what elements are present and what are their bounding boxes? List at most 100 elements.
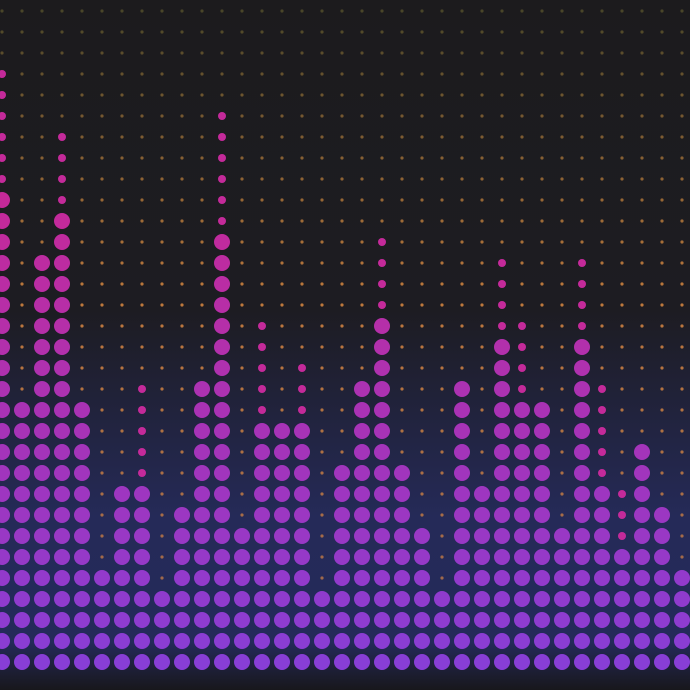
level-dot <box>194 591 210 607</box>
level-dot <box>214 570 230 586</box>
level-dot <box>214 465 230 481</box>
grid-dot <box>420 429 424 433</box>
level-dot <box>574 570 590 586</box>
grid-dot <box>280 114 284 118</box>
grid-dot <box>440 156 444 160</box>
grid-dot <box>640 324 644 328</box>
grid-dot <box>320 72 324 76</box>
level-dot <box>374 423 390 439</box>
level-dot <box>254 423 270 439</box>
level-dot <box>194 381 210 397</box>
level-dot <box>174 633 190 649</box>
grid-dot <box>320 366 324 370</box>
peak-dot <box>378 301 386 309</box>
grid-dot <box>360 261 364 265</box>
level-dot <box>294 423 310 439</box>
level-dot <box>194 402 210 418</box>
peak-dot <box>58 133 66 141</box>
level-dot <box>614 591 630 607</box>
peak-dot <box>498 301 506 309</box>
grid-dot <box>480 282 484 286</box>
grid-dot <box>660 366 664 370</box>
level-dot <box>194 633 210 649</box>
grid-dot <box>360 198 364 202</box>
peak-dot <box>0 70 6 78</box>
column <box>414 9 430 670</box>
grid-dot <box>380 30 384 34</box>
level-dot <box>374 318 390 334</box>
grid-dot <box>660 198 664 202</box>
peak-dot <box>298 364 306 372</box>
level-dot <box>0 549 10 565</box>
grid-dot <box>40 9 44 13</box>
column <box>654 9 670 670</box>
grid-dot <box>620 261 624 265</box>
grid-dot <box>620 450 624 454</box>
level-dot <box>434 591 450 607</box>
peak-dot <box>58 154 66 162</box>
grid-dot <box>560 30 564 34</box>
grid-dot <box>200 240 204 244</box>
grid-dot <box>560 9 564 13</box>
grid-dot <box>360 240 364 244</box>
grid-dot <box>180 51 184 55</box>
grid-dot <box>540 93 544 97</box>
level-dot <box>354 654 370 670</box>
grid-dot <box>460 93 464 97</box>
grid-dot <box>480 408 484 412</box>
level-dot <box>354 402 370 418</box>
level-dot <box>374 612 390 628</box>
level-dot <box>534 465 550 481</box>
level-dot <box>214 255 230 271</box>
grid-dot <box>420 177 424 181</box>
grid-dot <box>540 177 544 181</box>
grid-dot <box>100 492 104 496</box>
grid-dot <box>500 93 504 97</box>
grid-dot <box>480 135 484 139</box>
grid-dot <box>160 471 164 475</box>
peak-dot <box>138 448 146 456</box>
level-dot <box>494 381 510 397</box>
grid-dot <box>80 240 84 244</box>
grid-dot <box>140 51 144 55</box>
peak-dot <box>578 280 586 288</box>
grid-dot <box>280 135 284 139</box>
grid-dot <box>620 387 624 391</box>
level-dot <box>594 549 610 565</box>
level-dot <box>414 633 430 649</box>
grid-dot <box>480 345 484 349</box>
level-dot <box>594 591 610 607</box>
dot-grid <box>0 9 690 670</box>
grid-dot <box>680 366 684 370</box>
level-dot <box>494 549 510 565</box>
grid-dot <box>320 324 324 328</box>
grid-dot <box>520 9 524 13</box>
grid-dot <box>360 177 364 181</box>
grid-dot <box>140 198 144 202</box>
level-dot <box>0 612 10 628</box>
level-dot <box>214 633 230 649</box>
peak-dot <box>618 511 626 519</box>
level-dot <box>474 507 490 523</box>
level-dot <box>574 528 590 544</box>
grid-dot <box>660 219 664 223</box>
grid-dot <box>60 9 64 13</box>
grid-dot <box>660 408 664 412</box>
grid-dot <box>160 51 164 55</box>
grid-dot <box>240 93 244 97</box>
grid-dot <box>260 30 264 34</box>
grid-dot <box>300 72 304 76</box>
grid-dot <box>360 93 364 97</box>
grid-dot <box>680 303 684 307</box>
level-dot <box>334 612 350 628</box>
grid-dot <box>560 366 564 370</box>
level-dot <box>574 486 590 502</box>
grid-dot <box>660 9 664 13</box>
level-dot <box>494 465 510 481</box>
level-dot <box>454 591 470 607</box>
level-dot <box>454 423 470 439</box>
grid-dot <box>400 408 404 412</box>
grid-dot <box>640 303 644 307</box>
level-dot <box>54 528 70 544</box>
